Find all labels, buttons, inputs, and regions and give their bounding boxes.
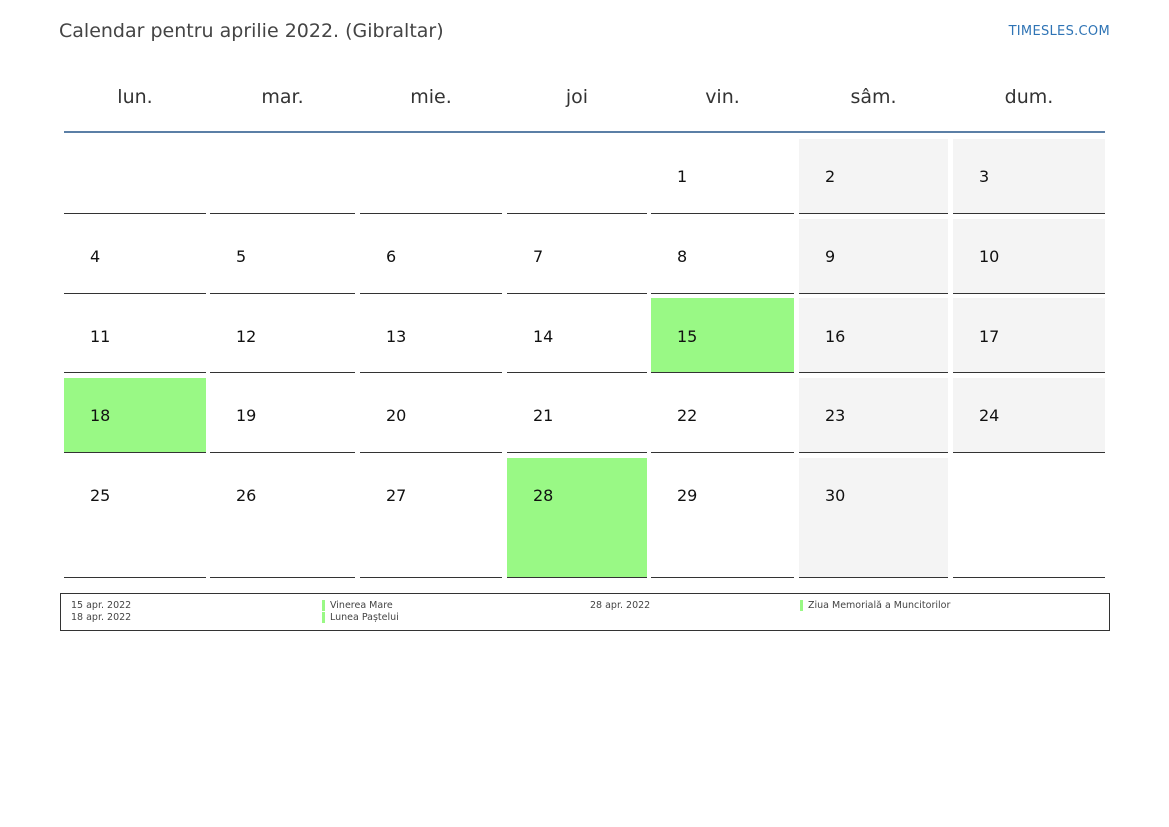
day-cell[interactable]: 4: [64, 219, 206, 294]
weekday-label: mie.: [410, 86, 452, 108]
day-number: 8: [677, 247, 688, 266]
day-number: 16: [825, 327, 846, 346]
day-number: 13: [386, 327, 407, 346]
holiday-legend: 15 apr. 2022 Vinerea Mare 18 apr. 2022 L…: [60, 593, 1110, 631]
weekday-label: sâm.: [850, 86, 897, 108]
brand-link[interactable]: TIMESLES.COM: [1008, 24, 1110, 39]
day-cell[interactable]: 25: [64, 458, 206, 578]
day-number: 23: [825, 406, 846, 425]
day-number: 28: [533, 486, 554, 505]
legend-holiday-name: Lunea Paștelui: [330, 612, 399, 623]
empty-day-cell: [953, 458, 1105, 578]
day-number: 30: [825, 486, 846, 505]
day-cell[interactable]: 7: [507, 219, 647, 294]
legend-color-marker: [322, 600, 325, 611]
day-cell[interactable]: 23: [799, 378, 948, 453]
day-number: 10: [979, 247, 1000, 266]
day-number: 24: [979, 406, 1000, 425]
day-cell[interactable]: 3: [953, 139, 1105, 214]
legend-date: 28 apr. 2022: [590, 600, 651, 611]
day-cell[interactable]: 16: [799, 298, 948, 373]
day-number: 12: [236, 327, 257, 346]
legend-holiday-name: Ziua Memorială a Muncitorilor: [808, 600, 951, 611]
day-cell[interactable]: 26: [210, 458, 355, 578]
empty-day-cell: [64, 139, 206, 214]
weekday-label: mar.: [261, 86, 304, 108]
day-number: 20: [386, 406, 407, 425]
page-title: Calendar pentru aprilie 2022. (Gibraltar…: [59, 20, 444, 42]
day-cell[interactable]: 9: [799, 219, 948, 294]
day-cell[interactable]: 13: [360, 298, 502, 373]
day-cell[interactable]: 5: [210, 219, 355, 294]
empty-day-cell: [360, 139, 502, 214]
day-number: 7: [533, 247, 544, 266]
day-cell[interactable]: 21: [507, 378, 647, 453]
day-cell[interactable]: 27: [360, 458, 502, 578]
day-number: 4: [90, 247, 101, 266]
day-cell[interactable]: 12: [210, 298, 355, 373]
day-cell[interactable]: 19: [210, 378, 355, 453]
legend-color-marker: [322, 612, 325, 623]
day-number: 19: [236, 406, 257, 425]
day-cell[interactable]: 22: [651, 378, 794, 453]
day-cell[interactable]: 2: [799, 139, 948, 214]
day-cell[interactable]: 17: [953, 298, 1105, 373]
header-divider: [64, 131, 1105, 133]
day-cell[interactable]: 29: [651, 458, 794, 578]
day-cell[interactable]: 6: [360, 219, 502, 294]
day-cell[interactable]: 10: [953, 219, 1105, 294]
day-cell[interactable]: 15: [651, 298, 794, 373]
empty-day-cell: [507, 139, 647, 214]
day-cell[interactable]: 20: [360, 378, 502, 453]
day-cell[interactable]: 24: [953, 378, 1105, 453]
day-cell[interactable]: 30: [799, 458, 948, 578]
day-number: 15: [677, 327, 698, 346]
weekday-label: joi: [565, 86, 589, 108]
day-cell[interactable]: 1: [651, 139, 794, 214]
day-number: 6: [386, 247, 397, 266]
day-number: 17: [979, 327, 1000, 346]
day-cell[interactable]: 18: [64, 378, 206, 453]
day-cell[interactable]: 8: [651, 219, 794, 294]
day-cell[interactable]: 11: [64, 298, 206, 373]
empty-day-cell: [210, 139, 355, 214]
day-number: 29: [677, 486, 698, 505]
day-number: 2: [825, 167, 836, 186]
legend-date: 18 apr. 2022: [71, 612, 132, 623]
day-number: 9: [825, 247, 836, 266]
day-number: 3: [979, 167, 990, 186]
day-number: 21: [533, 406, 554, 425]
legend-date: 15 apr. 2022: [71, 600, 132, 611]
weekday-label: lun.: [117, 86, 153, 108]
day-number: 11: [90, 327, 111, 346]
day-number: 27: [386, 486, 407, 505]
day-number: 25: [90, 486, 111, 505]
day-number: 18: [90, 406, 111, 425]
weekday-label: vin.: [705, 86, 740, 108]
weekday-label: dum.: [1004, 86, 1054, 108]
day-number: 5: [236, 247, 247, 266]
day-cell[interactable]: 28: [507, 458, 647, 578]
legend-holiday-name: Vinerea Mare: [330, 600, 393, 611]
weekday-header: lun. mar. mie. joi vin. sâm. dum.: [64, 86, 1105, 112]
day-number: 1: [677, 167, 688, 186]
legend-color-marker: [800, 600, 803, 611]
day-number: 14: [533, 327, 554, 346]
day-number: 22: [677, 406, 698, 425]
day-number: 26: [236, 486, 257, 505]
day-cell[interactable]: 14: [507, 298, 647, 373]
